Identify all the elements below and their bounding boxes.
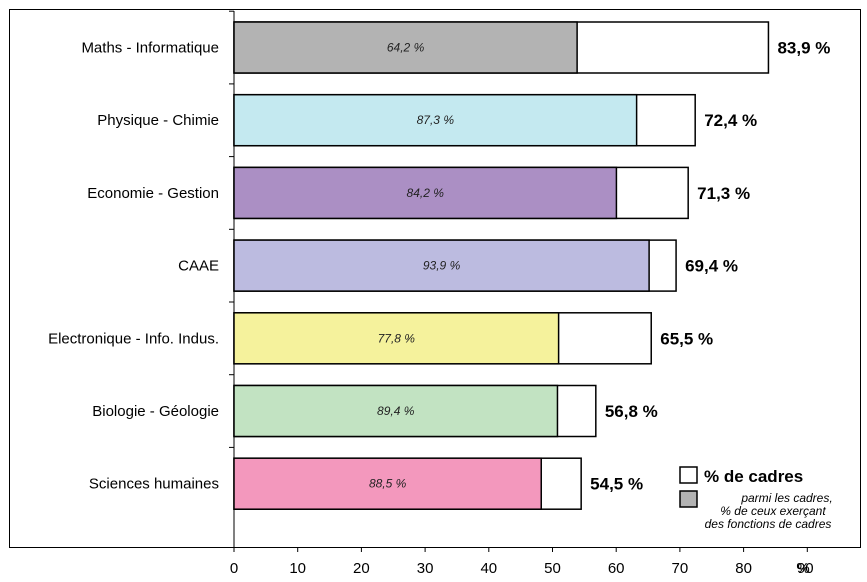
plot-frame — [9, 9, 861, 548]
data-label-cadres-sciences-humaines: 54,5 % — [590, 475, 643, 494]
legend-label-fonctions-line-3: des fonctions de cadres — [705, 517, 832, 531]
data-label-fonctions-biologie-geologie: 89,4 % — [377, 404, 415, 418]
x-tick-label-60: 60 — [608, 560, 625, 577]
axes-group: 0 10 20 30 40 50 60 70 80 90% — [229, 10, 814, 577]
category-label-physique-chimie: Physique - Chimie — [97, 112, 219, 129]
legend-swatch-fonctions — [679, 490, 698, 508]
x-tick-label-10: 10 — [289, 560, 306, 577]
x-tick-label-90: 90 — [797, 560, 814, 577]
x-tick-label-50: 50 — [544, 560, 561, 577]
data-label-fonctions-electronique-info-indus: 77,8 % — [378, 331, 416, 345]
category-label-maths-informatique: Maths - Informatique — [81, 40, 219, 57]
legend: % de cadres parmi les cadres, % de ceux … — [679, 466, 833, 531]
x-tick-label-80: 80 — [735, 560, 752, 577]
category-label-economie-gestion: Economie - Gestion — [87, 185, 219, 202]
data-label-fonctions-economie-gestion: 84,2 % — [407, 186, 445, 200]
bars-group: 64,2 % 83,9 % Maths - Informatique 87,3 % 72… — [48, 21, 830, 510]
data-label-fonctions-physique-chimie: 87,3 % — [417, 113, 455, 127]
data-label-fonctions-maths-informatique: 64,2 % — [387, 41, 425, 55]
data-label-fonctions-sciences-humaines: 88,5 % — [369, 477, 407, 491]
bar-fonctions-electronique-info-indus — [233, 312, 560, 365]
data-label-cadres-biologie-geologie: 56,8 % — [605, 402, 658, 421]
category-label-sciences-humaines: Sciences humaines — [89, 476, 219, 493]
category-label-biologie-geologie: Biologie - Géologie — [92, 403, 219, 420]
x-tick-label-40: 40 — [480, 560, 497, 577]
x-tick-label-20: 20 — [353, 560, 370, 577]
data-label-cadres-electronique-info-indus: 65,5 % — [660, 329, 713, 348]
legend-label-fonctions-line-2: % de ceux exerçant — [720, 504, 826, 518]
data-label-cadres-economie-gestion: 71,3 % — [697, 184, 750, 203]
legend-swatch-cadres — [679, 466, 698, 484]
x-axis-unit: % — [796, 560, 809, 577]
x-tick-label-0: 0 — [230, 560, 238, 577]
category-label-caae: CAAE — [178, 258, 219, 275]
legend-label-fonctions-line-1: parmi les cadres, — [740, 491, 832, 505]
data-label-cadres-physique-chimie: 72,4 % — [704, 111, 757, 130]
legend-label-cadres: % de cadres — [704, 467, 803, 486]
data-label-cadres-maths-informatique: 83,9 % — [777, 39, 830, 58]
data-label-fonctions-caae: 93,9 % — [423, 259, 461, 273]
x-tick-label-30: 30 — [417, 560, 434, 577]
bar-fonctions-sciences-humaines — [233, 457, 542, 510]
category-label-electronique-info-indus: Electronique - Info. Indus. — [48, 330, 219, 347]
x-tick-label-70: 70 — [672, 560, 689, 577]
data-label-cadres-caae: 69,4 % — [685, 257, 738, 276]
bar-fonctions-maths-informatique — [233, 21, 578, 74]
bar-fonctions-biologie-geologie — [233, 384, 559, 438]
